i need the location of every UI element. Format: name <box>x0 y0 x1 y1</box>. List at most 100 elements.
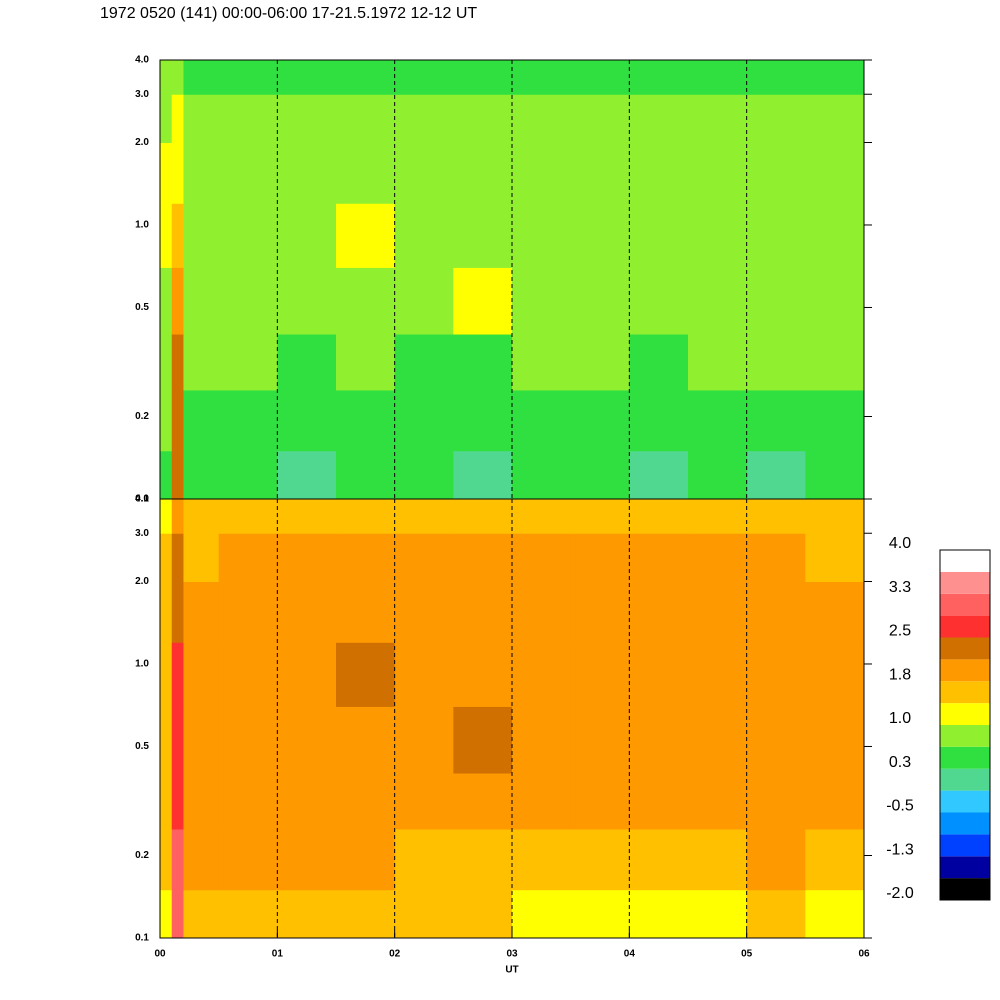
heat-cell <box>453 389 513 452</box>
colorbar-label: 1.0 <box>889 710 911 727</box>
heat-cell <box>160 334 173 391</box>
colorbar-box <box>940 768 990 791</box>
heat-cell <box>746 203 806 268</box>
heat-cell <box>171 60 184 95</box>
heat-cell <box>453 142 513 204</box>
heat-cell <box>688 773 748 830</box>
heat-cell <box>570 889 630 939</box>
heat-cell <box>805 706 865 774</box>
heat-cell <box>160 203 173 268</box>
heat-cell <box>453 450 513 500</box>
heat-cell <box>336 706 396 774</box>
y-tick-label: 3.0 <box>135 528 149 539</box>
heat-cell <box>688 499 748 534</box>
heat-cell <box>336 889 396 939</box>
heat-cell <box>218 828 278 891</box>
heat-cell <box>746 533 806 582</box>
heat-cell <box>394 60 454 95</box>
heat-cell <box>805 642 865 707</box>
heat-cell <box>805 581 865 643</box>
heat-cell <box>570 773 630 830</box>
heat-cell <box>171 533 184 582</box>
heat-cell <box>277 267 337 335</box>
heat-cell <box>570 203 630 268</box>
colorbar-box <box>940 725 990 747</box>
heat-cell <box>805 450 865 500</box>
heat-cell <box>570 533 630 582</box>
heat-cell <box>336 828 396 891</box>
heat-cell <box>277 499 337 534</box>
heat-cell <box>183 828 220 891</box>
heat-cell <box>336 389 396 452</box>
heat-cell <box>688 334 748 391</box>
heat-cell <box>453 533 513 582</box>
heat-cell <box>336 533 396 582</box>
heat-cell <box>277 773 337 830</box>
heat-cell <box>453 889 513 939</box>
heat-cell <box>805 389 865 452</box>
heat-cell <box>688 828 748 891</box>
heat-cell <box>394 499 454 534</box>
heat-cell <box>453 267 513 335</box>
heat-cell <box>277 142 337 204</box>
heat-cell <box>171 828 184 891</box>
x-axis-label: UT <box>505 965 518 976</box>
heat-cell <box>629 267 689 335</box>
heat-cell <box>688 642 748 707</box>
colorbar-label: 4.0 <box>889 535 911 552</box>
heat-cell <box>183 389 220 452</box>
heat-cell <box>805 142 865 204</box>
heat-cell <box>805 533 865 582</box>
heat-cell <box>688 60 748 95</box>
heat-cell <box>183 450 220 500</box>
chart-title: 1972 0520 (141) 00:00-06:00 17-21.5.1972… <box>100 5 477 22</box>
heat-cell <box>512 773 572 830</box>
heat-cell <box>277 889 337 939</box>
heat-cell <box>218 94 278 143</box>
heat-cell <box>183 142 220 204</box>
heat-cell <box>570 828 630 891</box>
heat-cell <box>629 203 689 268</box>
heat-cell <box>277 60 337 95</box>
heat-cell <box>688 533 748 582</box>
heat-cell <box>805 828 865 891</box>
heat-cell <box>512 706 572 774</box>
colorbar-label: -1.3 <box>886 841 914 858</box>
heat-cell <box>629 499 689 534</box>
heat-cell <box>218 334 278 391</box>
heat-cell <box>183 334 220 391</box>
heat-cell <box>512 581 572 643</box>
heat-cell <box>805 499 865 534</box>
heat-cell <box>629 389 689 452</box>
heat-cell <box>570 142 630 204</box>
heat-cell <box>394 94 454 143</box>
heat-cell <box>570 334 630 391</box>
heat-cell <box>512 334 572 391</box>
heat-cell <box>453 60 513 95</box>
heat-cell <box>160 828 173 891</box>
heat-cell <box>805 267 865 335</box>
heat-cell <box>512 267 572 335</box>
heat-cell <box>570 389 630 452</box>
heat-cell <box>512 642 572 707</box>
heat-cell <box>453 706 513 774</box>
heat-cell <box>336 267 396 335</box>
heat-cell <box>688 450 748 500</box>
x-tick-label: 02 <box>389 949 401 960</box>
heat-cell <box>218 389 278 452</box>
heat-cell <box>453 499 513 534</box>
heat-cell <box>629 334 689 391</box>
heat-cell <box>218 706 278 774</box>
x-tick-label: 06 <box>858 949 870 960</box>
heat-cell <box>183 889 220 939</box>
heat-cell <box>183 267 220 335</box>
heat-cell <box>218 533 278 582</box>
heat-cell <box>394 334 454 391</box>
heat-cell <box>336 203 396 268</box>
heat-cell <box>171 889 184 939</box>
y-tick-label: 0.5 <box>135 302 149 313</box>
x-tick-label: 00 <box>154 949 166 960</box>
heat-cell <box>171 773 184 830</box>
colorbar-label: 0.3 <box>889 754 911 771</box>
